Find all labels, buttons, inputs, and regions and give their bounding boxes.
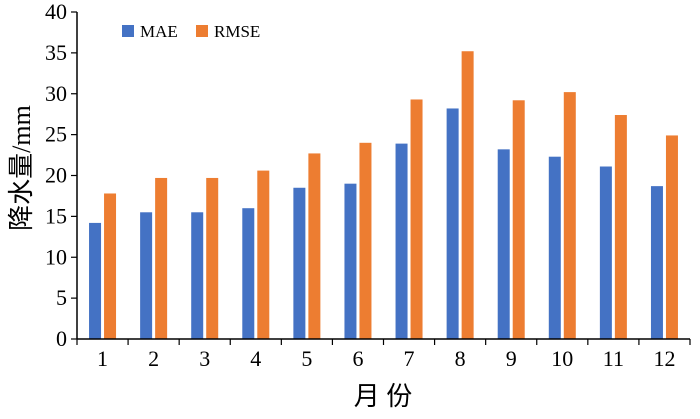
x-tick-label: 9 [506, 346, 517, 371]
bars-group [89, 51, 678, 340]
bar-mae-11 [599, 166, 612, 339]
x-tick-label: 6 [352, 346, 363, 371]
legend: MAE RMSE [122, 22, 260, 41]
bar-rmse-9 [512, 100, 525, 339]
x-ticks-group: 1 2 3 4 5 6 7 8 9 10 11 12 [76, 339, 691, 371]
x-tick-label: 10 [551, 346, 573, 371]
y-tick-label: 30 [45, 81, 67, 106]
bar-rmse-5 [308, 153, 321, 339]
bar-mae-8 [446, 108, 459, 339]
legend-label-rmse: RMSE [214, 22, 260, 41]
bar-mae-10 [548, 156, 561, 339]
y-axis-title: 降水量/mm [7, 105, 36, 231]
bar-rmse-4 [257, 170, 270, 339]
bar-rmse-8 [461, 51, 474, 340]
bar-mae-3 [191, 212, 204, 339]
y-tick-label: 0 [56, 326, 67, 351]
legend-swatch-mae [122, 25, 134, 37]
bar-mae-6 [344, 183, 357, 339]
y-tick-label: 20 [45, 163, 67, 188]
y-tick-label: 25 [45, 122, 67, 147]
legend-label-mae: MAE [140, 22, 178, 41]
bar-rmse-11 [614, 115, 627, 339]
bar-mae-7 [395, 143, 408, 339]
bar-mae-12 [650, 186, 663, 339]
x-tick-label: 11 [603, 346, 624, 371]
x-tick-label: 2 [148, 346, 159, 371]
bar-rmse-1 [104, 193, 117, 339]
legend-swatch-rmse [196, 25, 208, 37]
x-tick-label: 12 [653, 346, 675, 371]
bar-mae-5 [293, 187, 306, 339]
bar-mae-4 [242, 208, 255, 339]
y-tick-label: 15 [45, 203, 67, 228]
x-tick-label: 1 [97, 346, 108, 371]
x-tick-label: 3 [199, 346, 210, 371]
y-tick-label: 5 [56, 285, 67, 310]
x-tick-label: 8 [455, 346, 466, 371]
bar-mae-2 [140, 212, 153, 339]
x-axis-title: 月 份 [354, 382, 413, 411]
bar-mae-9 [497, 149, 510, 339]
y-tick-label: 10 [45, 244, 67, 269]
bar-rmse-6 [359, 142, 372, 339]
y-tick-label: 35 [45, 40, 67, 65]
y-tick-label: 40 [45, 0, 67, 24]
y-ticks-group: 0 5 10 15 20 25 30 35 40 [45, 0, 77, 351]
bar-rmse-2 [155, 177, 168, 339]
bar-rmse-7 [410, 99, 423, 339]
bar-rmse-12 [665, 135, 678, 339]
bar-rmse-10 [563, 92, 576, 340]
x-tick-label: 5 [301, 346, 312, 371]
bar-mae-1 [89, 222, 102, 339]
x-tick-label: 4 [250, 346, 261, 371]
x-tick-label: 7 [404, 346, 415, 371]
bar-rmse-3 [206, 177, 219, 339]
